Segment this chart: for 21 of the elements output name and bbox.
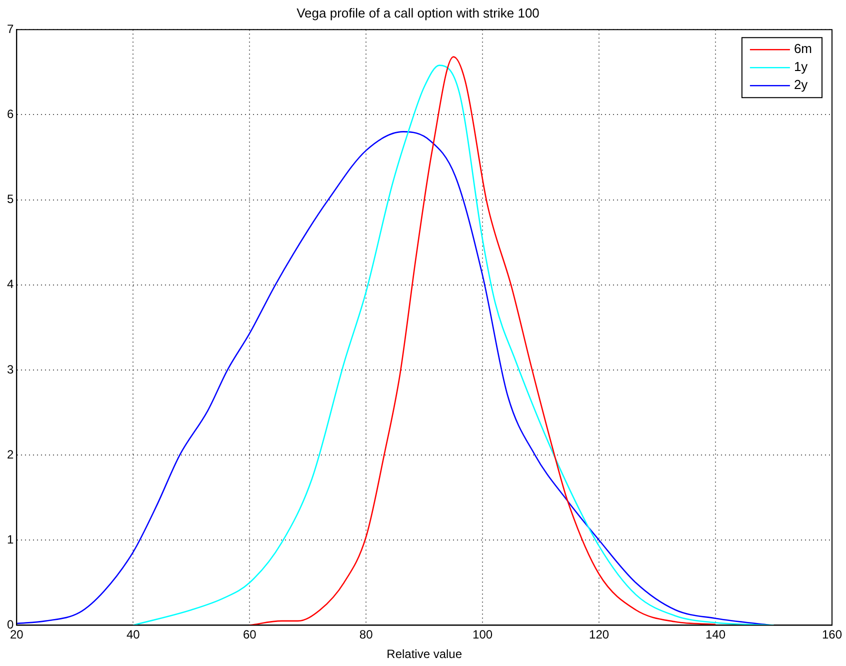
x-tick-label: 100 — [472, 628, 493, 642]
legend-label: 2y — [794, 77, 808, 92]
y-tick-label: 6 — [6, 107, 14, 121]
x-tick-label: 80 — [359, 628, 374, 642]
x-tick-label: 20 — [10, 628, 24, 642]
y-tick-label: 2 — [6, 447, 14, 462]
line-series — [248, 56, 716, 626]
legend-label: 6m — [794, 41, 812, 56]
x-tick-label: 140 — [706, 628, 726, 642]
y-tick-label: 3 — [6, 362, 14, 376]
x-tick-label: 40 — [126, 628, 140, 642]
legend-label: 1y — [794, 59, 808, 74]
y-tick-label: 5 — [6, 192, 14, 206]
x-tick-label: 120 — [589, 628, 610, 642]
x-tick-label: 60 — [242, 628, 257, 642]
chart-title: Vega profile of a call option with strike 100 — [296, 5, 540, 20]
y-tick-label: 4 — [6, 277, 14, 292]
y-tick-label: 1 — [6, 532, 14, 546]
y-tick-label: 7 — [6, 22, 14, 36]
x-axis-title: Relative value — [386, 647, 462, 662]
x-tick-label: 160 — [822, 628, 842, 642]
